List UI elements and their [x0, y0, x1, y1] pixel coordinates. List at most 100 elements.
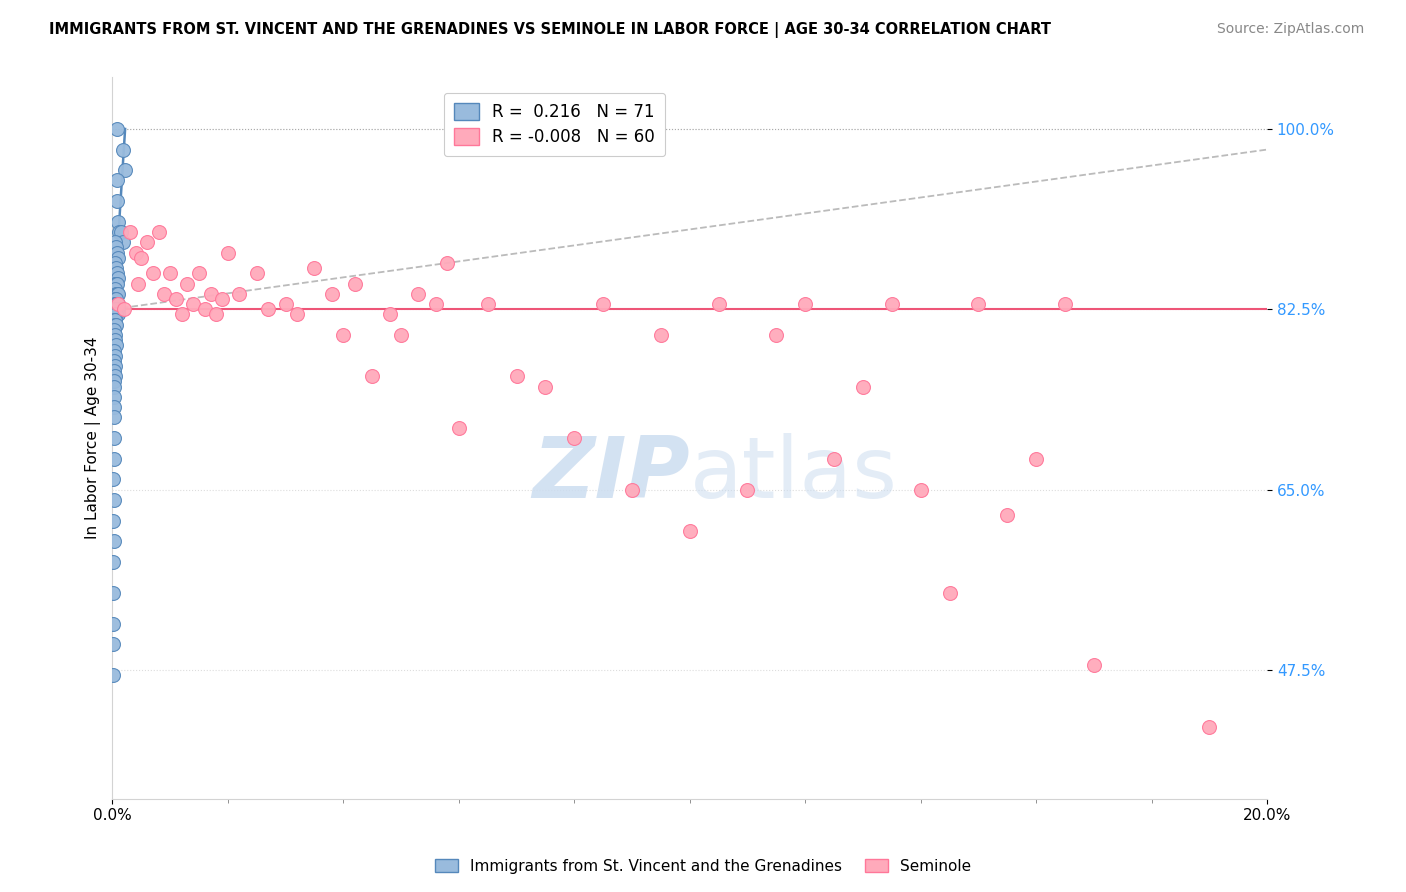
Point [205, 308, 228, 322]
Y-axis label: In Labor Force | Age 30-34: In Labor Force | Age 30-34 [86, 337, 101, 540]
Point [103, 312, 125, 326]
Point [228, 286, 250, 301]
Point [103, 451, 125, 466]
Point [389, 328, 412, 343]
Point [361, 369, 384, 384]
Point [104, 338, 127, 352]
Point [794, 297, 817, 311]
Point [104, 297, 127, 311]
Point [104, 297, 127, 311]
Point [142, 266, 165, 280]
Point [104, 359, 127, 373]
Point [104, 235, 127, 250]
Point [148, 225, 170, 239]
Point [104, 277, 127, 291]
Point [104, 308, 127, 322]
Point [737, 483, 759, 497]
Point [105, 173, 128, 187]
Point [104, 277, 127, 291]
Point [343, 277, 366, 291]
Point [107, 308, 129, 322]
Point [274, 297, 297, 311]
Point [107, 297, 129, 311]
Point [103, 431, 125, 445]
Text: atlas: atlas [690, 433, 897, 516]
Point [188, 266, 211, 280]
Point [101, 616, 124, 631]
Point [103, 400, 125, 414]
Point [104, 282, 127, 296]
Point [104, 312, 127, 326]
Point [103, 375, 125, 389]
Point [104, 302, 127, 317]
Point [408, 286, 430, 301]
Point [1053, 297, 1076, 311]
Point [101, 637, 124, 651]
Point [332, 328, 354, 343]
Point [592, 297, 614, 311]
Point [967, 297, 990, 311]
Point [679, 524, 702, 538]
Point [103, 534, 125, 549]
Point [107, 271, 129, 285]
Point [285, 308, 308, 322]
Point [650, 328, 672, 343]
Point [200, 286, 222, 301]
Point [910, 483, 932, 497]
Point [101, 668, 124, 682]
Point [176, 277, 198, 291]
Point [477, 297, 499, 311]
Point [217, 245, 239, 260]
Point [104, 261, 127, 276]
Point [153, 286, 176, 301]
Point [111, 235, 134, 250]
Point [103, 410, 125, 425]
Point [104, 318, 127, 332]
Point [181, 297, 204, 311]
Point [1198, 720, 1220, 734]
Point [104, 302, 127, 317]
Point [103, 492, 125, 507]
Point [103, 354, 125, 368]
Point [104, 333, 127, 347]
Point [107, 251, 129, 265]
Point [110, 225, 132, 239]
Point [562, 431, 585, 445]
Point [938, 585, 960, 599]
Point [505, 369, 527, 384]
Point [104, 308, 127, 322]
Point [101, 555, 124, 569]
Point [104, 349, 127, 363]
Point [107, 286, 129, 301]
Point [127, 277, 149, 291]
Text: ZIP: ZIP [531, 433, 690, 516]
Point [107, 302, 129, 317]
Text: Source: ZipAtlas.com: Source: ZipAtlas.com [1216, 22, 1364, 37]
Point [105, 297, 128, 311]
Point [995, 508, 1018, 523]
Point [105, 297, 128, 311]
Text: IMMIGRANTS FROM ST. VINCENT AND THE GRENADINES VS SEMINOLE IN LABOR FORCE | AGE : IMMIGRANTS FROM ST. VINCENT AND THE GREN… [49, 22, 1052, 38]
Legend: Immigrants from St. Vincent and the Grenadines, Seminole: Immigrants from St. Vincent and the Gren… [429, 853, 977, 880]
Point [436, 256, 458, 270]
Point [170, 308, 193, 322]
Point [101, 514, 124, 528]
Point [107, 297, 129, 311]
Point [103, 390, 125, 404]
Point [1083, 657, 1105, 672]
Point [124, 245, 146, 260]
Point [136, 235, 159, 250]
Point [104, 302, 127, 317]
Point [104, 292, 127, 306]
Point [447, 421, 470, 435]
Point [707, 297, 730, 311]
Point [103, 323, 125, 337]
Point [107, 215, 129, 229]
Point [105, 245, 128, 260]
Point [765, 328, 787, 343]
Point [104, 369, 127, 384]
Point [105, 266, 128, 280]
Point [378, 308, 401, 322]
Point [425, 297, 447, 311]
Point [105, 277, 128, 291]
